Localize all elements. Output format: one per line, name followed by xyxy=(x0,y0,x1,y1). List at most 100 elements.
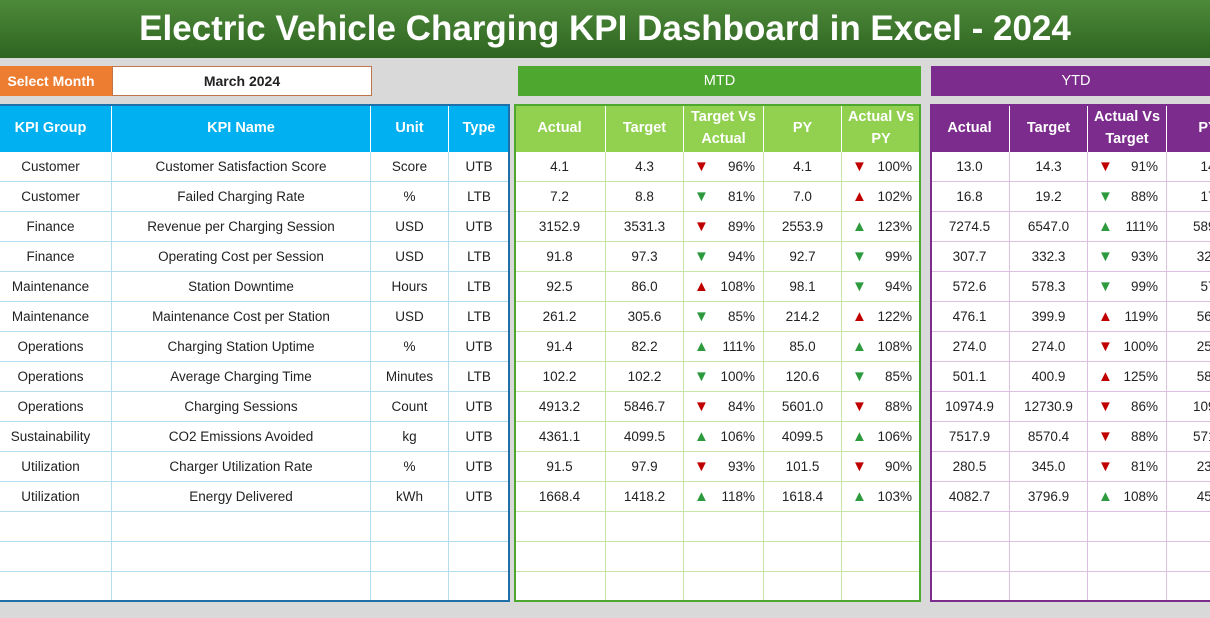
column-header: Unit xyxy=(371,104,449,152)
percent: 111% xyxy=(1125,219,1158,234)
cell: 102.2 xyxy=(514,362,606,392)
cell: 16.8 xyxy=(930,182,1010,212)
empty-cell xyxy=(1167,572,1210,602)
status-cell: ▲ 118% xyxy=(684,482,764,512)
empty-cell xyxy=(1010,512,1088,542)
status-arrow: ▼ xyxy=(852,248,867,265)
cell: LTB xyxy=(449,242,510,272)
cell: 7.0 xyxy=(764,182,842,212)
percent: 119% xyxy=(1124,309,1158,324)
column-header: Type xyxy=(449,104,510,152)
cell: USD xyxy=(371,212,449,242)
percent: 89% xyxy=(727,219,755,234)
column-header: Actual xyxy=(930,104,1010,152)
status-cell: ▼ 88% xyxy=(1088,422,1167,452)
cell: % xyxy=(371,182,449,212)
status-cell: ▲ 111% xyxy=(1088,212,1167,242)
empty-cell xyxy=(112,542,371,572)
status-arrow: ▲ xyxy=(1098,218,1113,235)
cell: 85.0 xyxy=(764,332,842,362)
column-header: KPI Name xyxy=(112,104,371,152)
cell: 102.2 xyxy=(606,362,684,392)
status-cell: ▼ 88% xyxy=(842,392,921,422)
percent: 100% xyxy=(720,369,755,384)
cell: 274.0 xyxy=(1010,332,1088,362)
cell: LTB xyxy=(449,302,510,332)
cell: 4.1 xyxy=(764,152,842,182)
cell: Operations xyxy=(0,362,112,392)
status-arrow: ▼ xyxy=(1098,458,1113,475)
status-cell: ▲ 102% xyxy=(842,182,921,212)
month-dropdown[interactable]: March 2024 xyxy=(112,66,372,96)
cell: 91.8 xyxy=(514,242,606,272)
cell: 305.6 xyxy=(606,302,684,332)
cell: 19.2 xyxy=(1010,182,1088,212)
empty-cell xyxy=(1010,572,1088,602)
cell: 7274.5 xyxy=(930,212,1010,242)
cell: 4.1 xyxy=(514,152,606,182)
cell: 578.3 xyxy=(1010,272,1088,302)
cell: 7517.9 xyxy=(930,422,1010,452)
percent: 99% xyxy=(1130,279,1158,294)
percent: 108% xyxy=(720,279,755,294)
cell: 97.9 xyxy=(606,452,684,482)
empty-cell xyxy=(684,512,764,542)
cell: 7.2 xyxy=(514,182,606,212)
percent: 100% xyxy=(1123,339,1158,354)
cell: 14.3 xyxy=(1010,152,1088,182)
percent: 123% xyxy=(877,219,912,234)
column-header: Actual Vs PY xyxy=(842,104,921,152)
cell: Operations xyxy=(0,392,112,422)
status-arrow: ▼ xyxy=(1098,428,1113,445)
status-arrow: ▲ xyxy=(852,428,867,445)
cell: 101.5 xyxy=(764,452,842,482)
status-arrow: ▼ xyxy=(1098,188,1113,205)
empty-cell xyxy=(684,542,764,572)
cell: 4361.1 xyxy=(514,422,606,452)
cell: kWh xyxy=(371,482,449,512)
empty-cell xyxy=(1010,542,1088,572)
status-arrow: ▼ xyxy=(694,308,709,325)
cell: 12730.9 xyxy=(1010,392,1088,422)
empty-cell xyxy=(930,572,1010,602)
cell: UTB xyxy=(449,452,510,482)
cell: 572.6 xyxy=(930,272,1010,302)
status-arrow: ▲ xyxy=(694,428,709,445)
empty-cell xyxy=(449,542,510,572)
cell: Score xyxy=(371,152,449,182)
percent: 84% xyxy=(727,399,755,414)
status-arrow: ▼ xyxy=(694,188,709,205)
cell: 2553.9 xyxy=(764,212,842,242)
status-cell: ▼ 99% xyxy=(842,242,921,272)
status-arrow: ▼ xyxy=(1098,398,1113,415)
status-cell: ▼ 85% xyxy=(684,302,764,332)
percent: 86% xyxy=(1130,399,1158,414)
empty-cell xyxy=(112,572,371,602)
cell: 400.9 xyxy=(1010,362,1088,392)
cell: 252 xyxy=(1167,332,1210,362)
empty-cell xyxy=(449,512,510,542)
cell: Maintenance xyxy=(0,272,112,302)
cell: 345.0 xyxy=(1010,452,1088,482)
table-bg xyxy=(930,104,1210,602)
percent: 103% xyxy=(877,489,912,504)
status-cell: ▲ 125% xyxy=(1088,362,1167,392)
cell: % xyxy=(371,332,449,362)
status-cell: ▲ 108% xyxy=(684,272,764,302)
percent: 99% xyxy=(884,249,912,264)
status-arrow: ▲ xyxy=(1098,368,1113,385)
cell: kg xyxy=(371,422,449,452)
cell: 86.0 xyxy=(606,272,684,302)
cell: 4099.5 xyxy=(606,422,684,452)
empty-cell xyxy=(0,542,112,572)
status-arrow: ▼ xyxy=(694,458,709,475)
cell: Hours xyxy=(371,272,449,302)
cell: 4082.7 xyxy=(930,482,1010,512)
cell: 6547.0 xyxy=(1010,212,1088,242)
cell: 3152.9 xyxy=(514,212,606,242)
cell: 1097 xyxy=(1167,392,1210,422)
status-arrow: ▼ xyxy=(852,458,867,475)
empty-cell xyxy=(371,542,449,572)
status-arrow: ▼ xyxy=(852,368,867,385)
cell: 586 xyxy=(1167,362,1210,392)
